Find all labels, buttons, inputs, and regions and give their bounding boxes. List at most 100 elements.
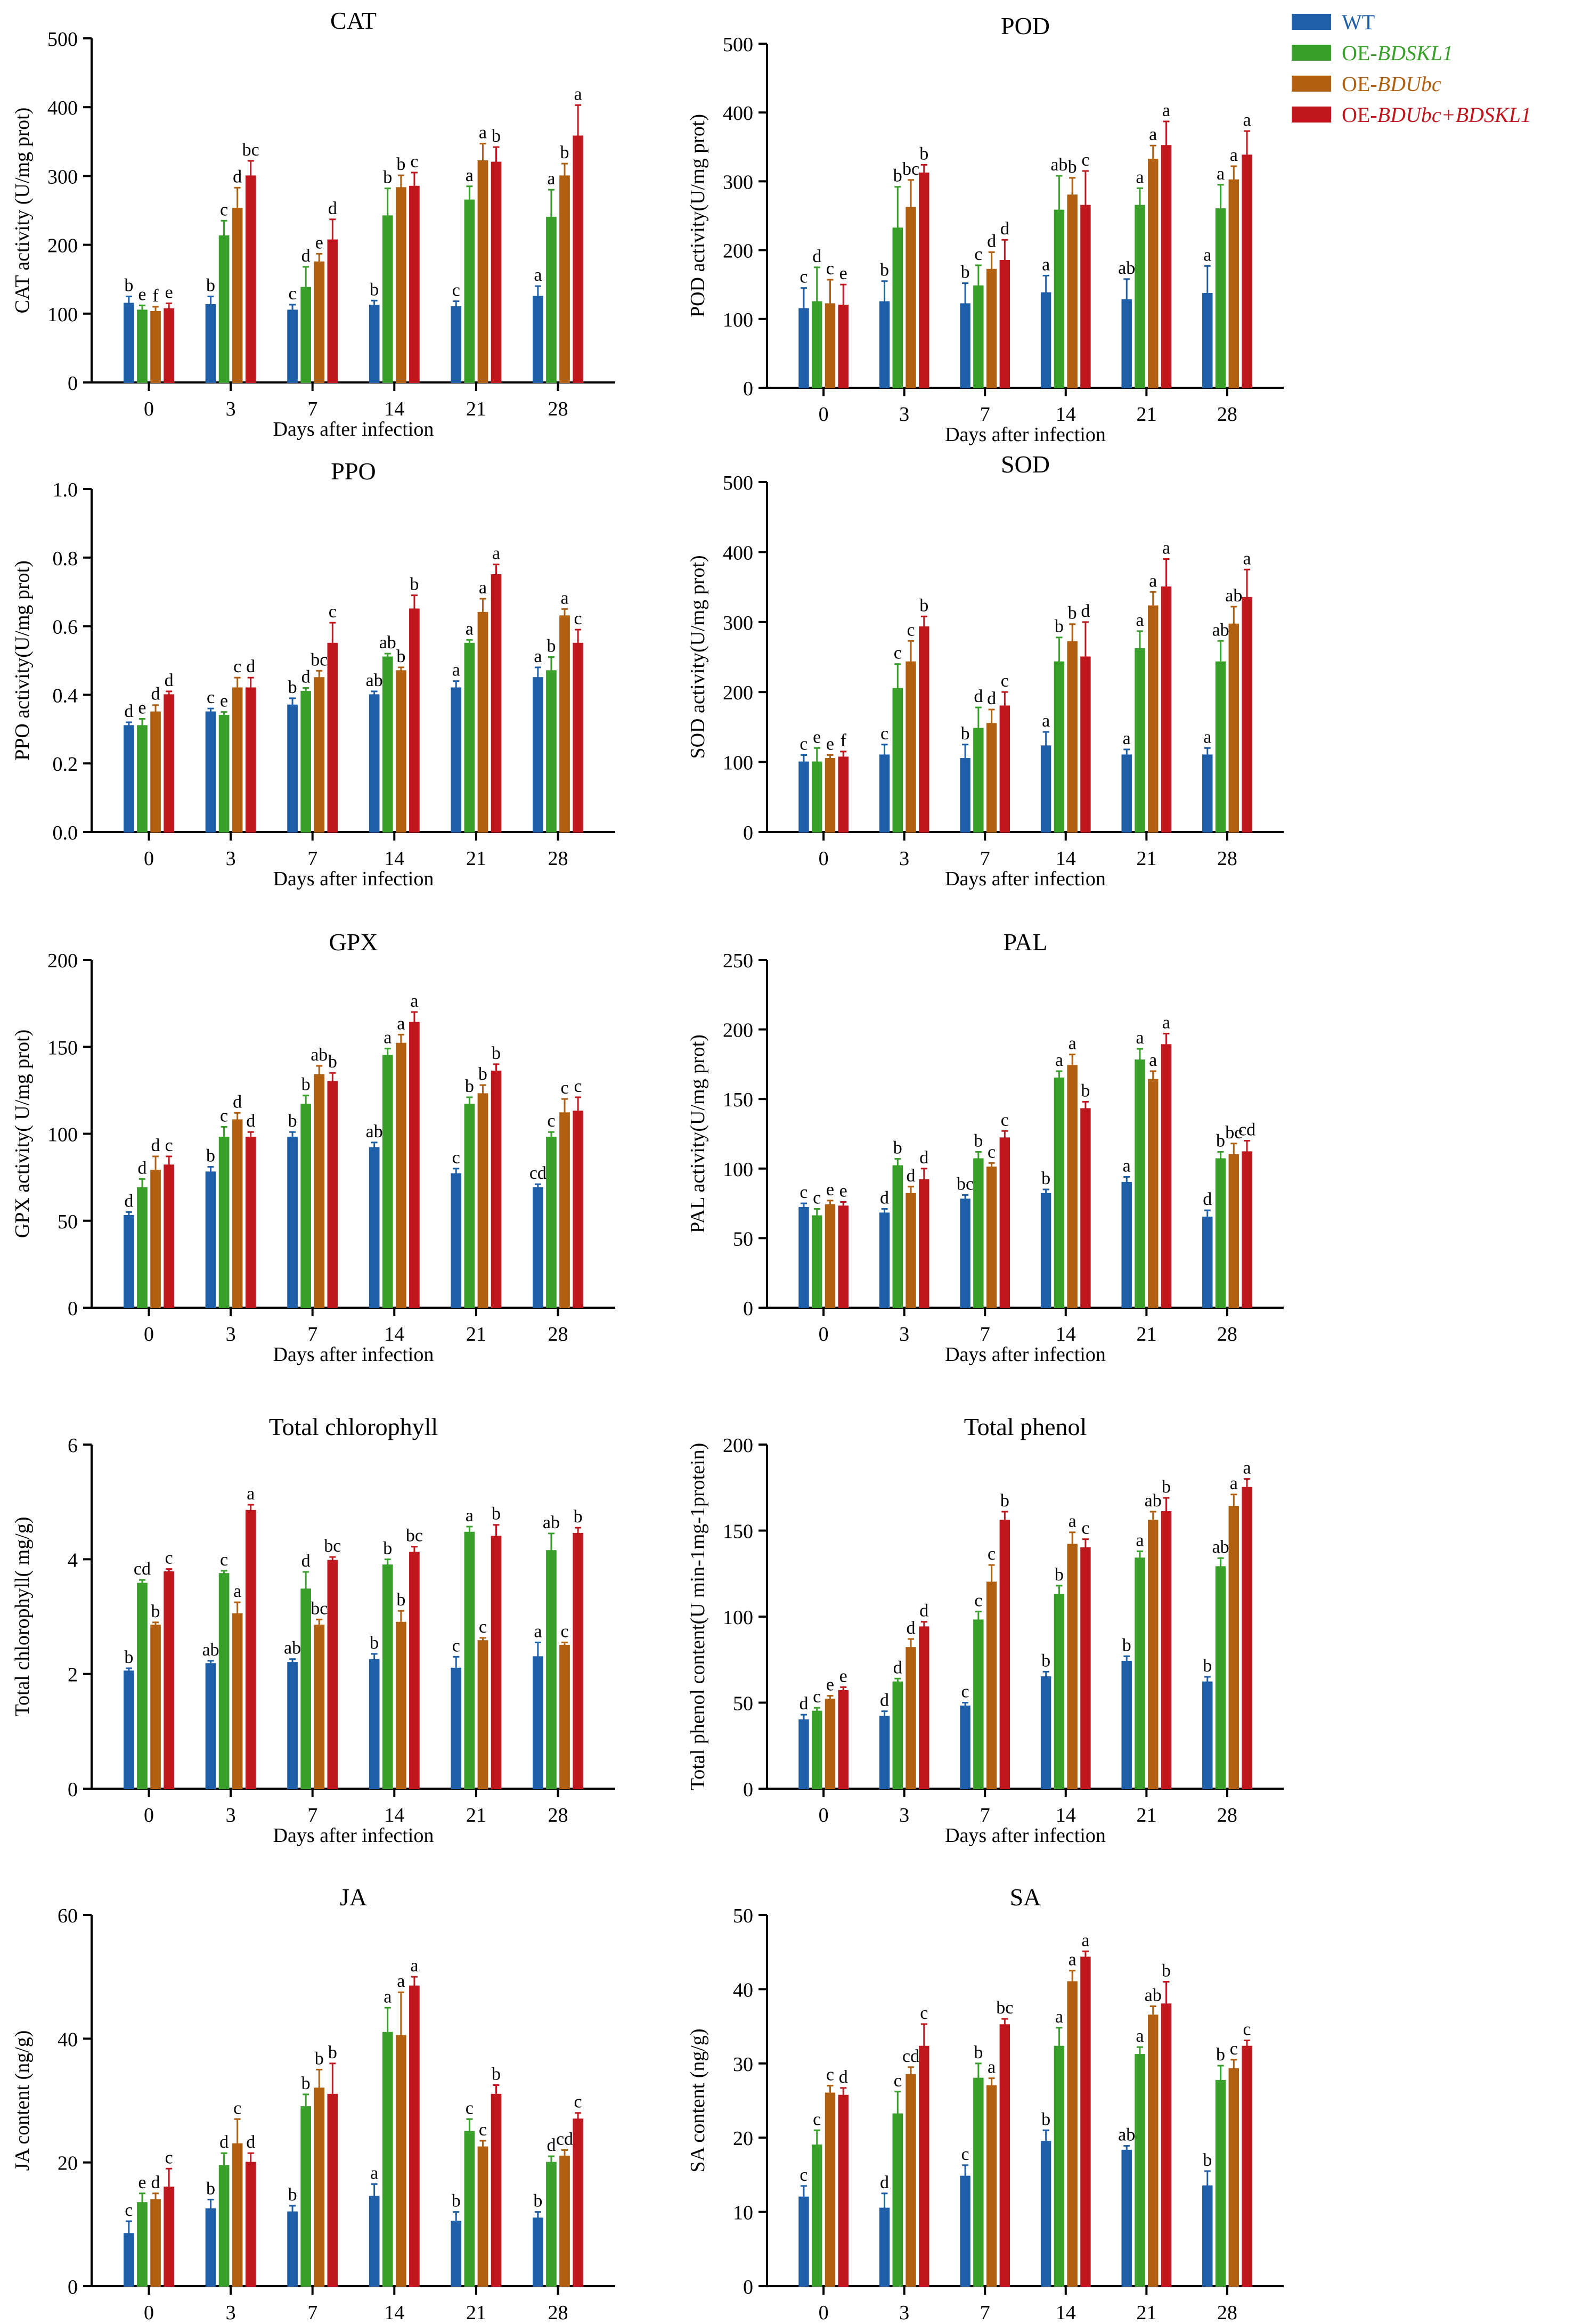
y-tick-label: 300 xyxy=(723,612,753,634)
significance-letter: e xyxy=(138,698,146,717)
bar xyxy=(1080,1956,1091,2287)
bar xyxy=(314,677,325,833)
y-tick-label: 0 xyxy=(68,1779,78,1801)
bar xyxy=(409,185,420,383)
bar xyxy=(1148,159,1159,388)
y-tick-label: 400 xyxy=(47,97,78,119)
significance-letter: d xyxy=(919,1601,928,1621)
y-tick-label: 200 xyxy=(47,950,78,972)
significance-letter: b xyxy=(478,1064,487,1084)
legend-item-oe-bdubc-bdskl1: OE-BDUbc+BDSKL1 xyxy=(1292,99,1569,130)
legend-label: OE-BDUbc xyxy=(1342,71,1441,96)
significance-letter: b xyxy=(1041,1651,1050,1670)
significance-letter: bc xyxy=(311,1599,328,1618)
bar xyxy=(960,1705,971,1789)
x-tick-label: 28 xyxy=(548,1323,568,1346)
significance-letter: b xyxy=(1203,2150,1212,2170)
y-tick-label: 0 xyxy=(743,822,753,844)
bar xyxy=(232,208,243,383)
significance-letter: b xyxy=(1203,1656,1212,1676)
significance-letter: b xyxy=(961,724,970,744)
bar xyxy=(1067,1544,1078,1790)
significance-letter: b xyxy=(206,276,215,296)
legend-swatch-wt xyxy=(1292,14,1331,30)
bar xyxy=(137,725,148,833)
significance-letter: ab xyxy=(1225,586,1242,606)
bar xyxy=(838,304,849,389)
significance-letter: d xyxy=(219,2132,229,2152)
x-axis-label: Days after infection xyxy=(273,418,434,441)
significance-letter: b xyxy=(301,1075,311,1095)
bar xyxy=(798,308,809,388)
significance-letter: d xyxy=(799,1694,808,1714)
bar xyxy=(1148,1520,1159,1790)
y-tick-label: 6 xyxy=(68,1434,78,1457)
bar xyxy=(1054,2045,1065,2287)
bar xyxy=(218,2165,230,2287)
bar xyxy=(1121,1181,1132,1308)
significance-letter: d xyxy=(151,2173,160,2192)
legend-item-oe-bdskl1: OE-BDSKL1 xyxy=(1292,37,1569,68)
bar xyxy=(973,1158,984,1309)
significance-letter: d xyxy=(893,1658,902,1677)
bar xyxy=(533,296,543,383)
significance-letter: ab xyxy=(311,1045,328,1065)
significance-letter: d xyxy=(165,671,174,690)
significance-letter: c xyxy=(220,1106,228,1126)
significance-letter: b xyxy=(1162,1477,1171,1497)
bar xyxy=(1242,1151,1252,1309)
significance-letter: b xyxy=(974,1131,983,1151)
bar xyxy=(1215,2080,1226,2287)
x-tick-label: 28 xyxy=(548,2302,568,2324)
significance-letter: a xyxy=(560,588,568,608)
bar xyxy=(327,642,338,833)
bar xyxy=(382,656,393,833)
bar xyxy=(491,574,502,833)
significance-letter: d xyxy=(246,2132,255,2152)
chart-title: SA xyxy=(1010,1883,1041,1911)
x-tick-label: 7 xyxy=(307,2302,317,2324)
significance-letter: c xyxy=(479,1617,487,1637)
y-tick-label: 0.0 xyxy=(53,822,78,844)
bar xyxy=(369,2196,380,2287)
significance-letter: e xyxy=(826,734,834,754)
y-tick-label: 20 xyxy=(733,2127,753,2150)
significance-letter: b xyxy=(547,637,556,656)
bar xyxy=(245,2162,256,2287)
significance-letter: c xyxy=(974,1591,982,1610)
significance-letter: a xyxy=(534,647,542,666)
significance-letter: e xyxy=(138,284,146,304)
bar xyxy=(491,1070,502,1308)
significance-letter: cd xyxy=(556,2129,573,2149)
bar xyxy=(798,1206,809,1309)
significance-letter: d xyxy=(151,1136,160,1155)
bar xyxy=(1161,1044,1172,1309)
bar xyxy=(477,2146,488,2287)
significance-letter: c xyxy=(165,1136,173,1155)
significance-letter: b xyxy=(1162,1961,1171,1980)
significance-letter: c xyxy=(800,267,808,287)
bar xyxy=(812,2144,822,2287)
bar xyxy=(1040,745,1051,833)
legend-swatch-oe-bdubc xyxy=(1292,76,1331,92)
bar xyxy=(546,2162,557,2287)
significance-letter: b xyxy=(396,154,405,174)
significance-letter: e xyxy=(220,691,228,711)
y-tick-label: 100 xyxy=(47,1124,78,1146)
bar xyxy=(396,1621,406,1789)
significance-letter: e xyxy=(138,2173,146,2192)
significance-letter: a xyxy=(1055,2007,1063,2027)
significance-letter: a xyxy=(1055,1050,1063,1070)
significance-letter: b xyxy=(1216,2045,1225,2065)
significance-letter: a xyxy=(1069,1034,1076,1054)
significance-letter: b xyxy=(880,260,889,280)
significance-letter: c xyxy=(125,2200,133,2220)
bar xyxy=(838,1205,849,1308)
bar xyxy=(124,1670,134,1790)
y-tick-label: 0 xyxy=(743,378,753,400)
y-axis-label: JA content (ng/g) xyxy=(11,2031,34,2171)
bar xyxy=(1040,1193,1051,1308)
x-axis-label: Days after infection xyxy=(945,2322,1106,2324)
